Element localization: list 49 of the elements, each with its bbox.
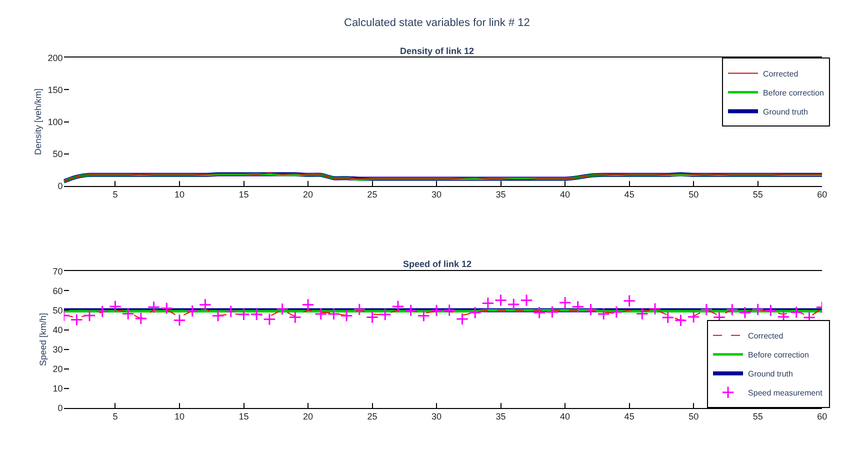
y-tick-label: 30 [52, 344, 63, 354]
y-tick-label: 50 [52, 148, 63, 159]
y-tick-label: 70 [52, 266, 63, 276]
x-tick-label: 30 [432, 190, 442, 200]
chart-title: Speed of link 12 [403, 259, 472, 269]
x-tick-label: 25 [367, 190, 378, 200]
x-tick-label: 20 [303, 412, 314, 422]
x-tick-label: 35 [496, 190, 506, 200]
y-axis-title: Speed [km/h] [38, 313, 48, 366]
x-tick-label: 5 [112, 190, 118, 200]
x-tick-label: 40 [560, 412, 570, 422]
x-tick-label: 20 [303, 190, 314, 200]
y-tick-label: 200 [48, 52, 63, 63]
legend-label: Speed measurement [748, 388, 824, 398]
legend-label: Before correction [763, 88, 824, 98]
x-tick-label: 40 [560, 190, 570, 200]
y-tick-label: 20 [52, 364, 63, 374]
y-tick-label: 0 [58, 402, 63, 413]
text: Calculated state variables for link # 12 [344, 17, 530, 29]
chart-title: Density of link 12 [400, 46, 474, 56]
x-tick-label: 50 [688, 412, 699, 422]
x-tick-label: 45 [624, 190, 634, 200]
x-tick-label: 60 [817, 412, 828, 422]
y-tick-label: 100 [48, 116, 63, 127]
x-tick-label: 10 [174, 190, 184, 200]
x-tick-label: 15 [238, 412, 249, 422]
y-tick-label: 40 [52, 324, 63, 335]
x-tick-label: 30 [432, 412, 442, 422]
legend-label: Ground truth [748, 369, 793, 378]
x-tick-label: 35 [496, 412, 506, 422]
y-axis-title: Density [veh/km] [33, 88, 44, 156]
legend-label: Corrected [748, 331, 784, 340]
y-tick-label: 50 [52, 305, 63, 316]
y-tick-label: 10 [52, 383, 63, 394]
y-tick-label: 150 [48, 84, 63, 95]
legend-label: Corrected [763, 69, 798, 78]
x-tick-label: 5 [112, 412, 118, 422]
x-tick-label: 55 [752, 190, 763, 200]
y-tick-label: 60 [52, 286, 63, 296]
x-tick-label: 25 [367, 412, 378, 422]
x-tick-label: 55 [752, 412, 763, 422]
y-tick-label: 0 [58, 180, 63, 191]
x-tick-label: 45 [624, 412, 634, 422]
x-tick-label: 50 [688, 190, 699, 200]
x-tick-label: 10 [174, 412, 184, 422]
x-tick-label: 60 [817, 190, 828, 200]
legend-label: Before correction [748, 350, 809, 360]
x-tick-label: 15 [238, 190, 249, 200]
legend-label: Ground truth [763, 107, 808, 116]
